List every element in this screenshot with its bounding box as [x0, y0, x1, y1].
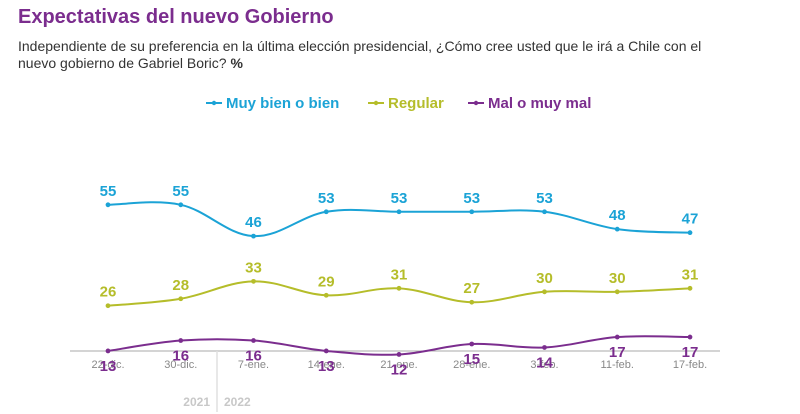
- x-tick-label: 7-ene.: [238, 359, 269, 371]
- series-group: 55 55 46 53 53 53 53 48 47 26 28 33 29 31 27 30 30 31 13 16…: [100, 183, 699, 379]
- legend-marker-regular: [373, 100, 379, 106]
- data-point-muy-bien-o-bien: [542, 209, 547, 215]
- data-label-mal-o-muy-mal: 16: [172, 348, 189, 365]
- data-label-mal-o-muy-mal: 15: [463, 351, 480, 368]
- data-label-regular: 30: [536, 270, 553, 287]
- legend-label-muy-bien-o-bien: Muy bien o bien: [226, 95, 339, 112]
- unit-label: %: [230, 55, 243, 71]
- data-label-mal-o-muy-mal: 17: [682, 344, 699, 361]
- data-label-muy-bien-o-bien: 55: [100, 183, 117, 200]
- x-tick-label: 28-ene.: [453, 359, 490, 371]
- chart-title: Expectativas del nuevo Gobierno: [18, 6, 334, 28]
- data-label-regular: 31: [682, 266, 699, 283]
- data-point-regular: [396, 285, 402, 291]
- x-tick-label: 21-ene.: [380, 359, 417, 371]
- data-label-mal-o-muy-mal: 14: [536, 354, 553, 371]
- data-point-muy-bien-o-bien: [687, 230, 693, 236]
- series-line-muy-bien-o-bien: [107, 201, 691, 238]
- data-label-muy-bien-o-bien: 53: [536, 190, 553, 207]
- data-point-regular: [542, 289, 547, 295]
- data-point-regular: [251, 278, 256, 284]
- data-label-mal-o-muy-mal: 17: [609, 344, 626, 361]
- data-label-regular: 31: [391, 266, 408, 283]
- legend-marker-mal-o-muy-mal: [473, 100, 479, 106]
- year-label-2021: 2021: [183, 395, 210, 409]
- legend-label-mal-o-muy-mal: Mal o muy mal: [488, 95, 591, 112]
- data-point-muy-bien-o-bien: [323, 209, 329, 215]
- data-point-regular: [105, 303, 111, 309]
- x-tick-labels: 22-dic. 30-dic. 7-ene. 14-ene. 21-ene. 28-ene…: [91, 359, 707, 371]
- data-point-mal-o-muy-mal: [251, 338, 256, 343]
- data-label-mal-o-muy-mal: 16: [245, 348, 262, 365]
- x-tick-label: 30-dic.: [164, 359, 197, 371]
- data-label-muy-bien-o-bien: 53: [318, 190, 335, 207]
- data-point-mal-o-muy-mal: [178, 338, 184, 343]
- data-label-muy-bien-o-bien: 47: [682, 211, 699, 228]
- legend: Muy bien o bien Regular Mal o muy mal: [206, 95, 591, 112]
- data-label-muy-bien-o-bien: 48: [609, 207, 626, 224]
- data-label-mal-o-muy-mal: 13: [100, 358, 117, 375]
- data-point-mal-o-muy-mal: [396, 352, 402, 357]
- x-tick-label: 14-ene.: [308, 359, 345, 371]
- x-tick-label: 11-feb.: [601, 359, 634, 371]
- data-point-mal-o-muy-mal: [614, 334, 620, 340]
- x-tick-label: 17-feb.: [673, 359, 707, 371]
- data-point-regular: [469, 299, 475, 305]
- data-label-regular: 28: [172, 277, 189, 294]
- data-label-regular: 29: [318, 273, 335, 290]
- data-point-mal-o-muy-mal: [323, 348, 329, 354]
- series-line-mal-o-muy-mal: [107, 335, 691, 356]
- data-label-regular: 26: [100, 284, 117, 301]
- data-label-muy-bien-o-bien: 46: [245, 214, 262, 231]
- data-point-muy-bien-o-bien: [251, 233, 256, 239]
- data-point-regular: [614, 289, 620, 295]
- x-tick-label: 22-dic.: [91, 359, 124, 371]
- data-point-muy-bien-o-bien: [469, 209, 475, 215]
- data-label-regular: 27: [463, 280, 480, 297]
- data-point-muy-bien-o-bien: [396, 209, 402, 215]
- series-line-regular: [107, 280, 691, 307]
- data-label-muy-bien-o-bien: 53: [391, 190, 408, 207]
- data-point-mal-o-muy-mal: [469, 341, 475, 347]
- data-label-muy-bien-o-bien: 55: [172, 183, 189, 200]
- data-label-mal-o-muy-mal: 13: [318, 358, 335, 375]
- data-point-muy-bien-o-bien: [178, 202, 184, 208]
- subtitle-text: Independiente de su preferencia en la úl…: [18, 38, 702, 71]
- data-point-regular: [323, 292, 329, 298]
- year-label-2022: 2022: [224, 395, 251, 409]
- data-point-muy-bien-o-bien: [105, 202, 111, 208]
- data-point-muy-bien-o-bien: [614, 226, 620, 232]
- data-point-mal-o-muy-mal: [542, 345, 547, 350]
- data-point-mal-o-muy-mal: [687, 334, 693, 340]
- x-tick-label: 3-feb.: [530, 359, 558, 371]
- data-label-regular: 30: [609, 270, 626, 287]
- data-label-muy-bien-o-bien: 53: [463, 190, 480, 207]
- data-point-mal-o-muy-mal: [105, 348, 111, 354]
- legend-label-regular: Regular: [388, 95, 444, 112]
- data-label-regular: 33: [245, 259, 262, 276]
- data-point-regular: [687, 285, 693, 291]
- data-label-mal-o-muy-mal: 12: [391, 361, 408, 378]
- chart-subtitle: Independiente de su preferencia en la úl…: [18, 38, 738, 72]
- legend-marker-muy-bien-o-bien: [211, 100, 217, 106]
- data-point-regular: [178, 296, 184, 302]
